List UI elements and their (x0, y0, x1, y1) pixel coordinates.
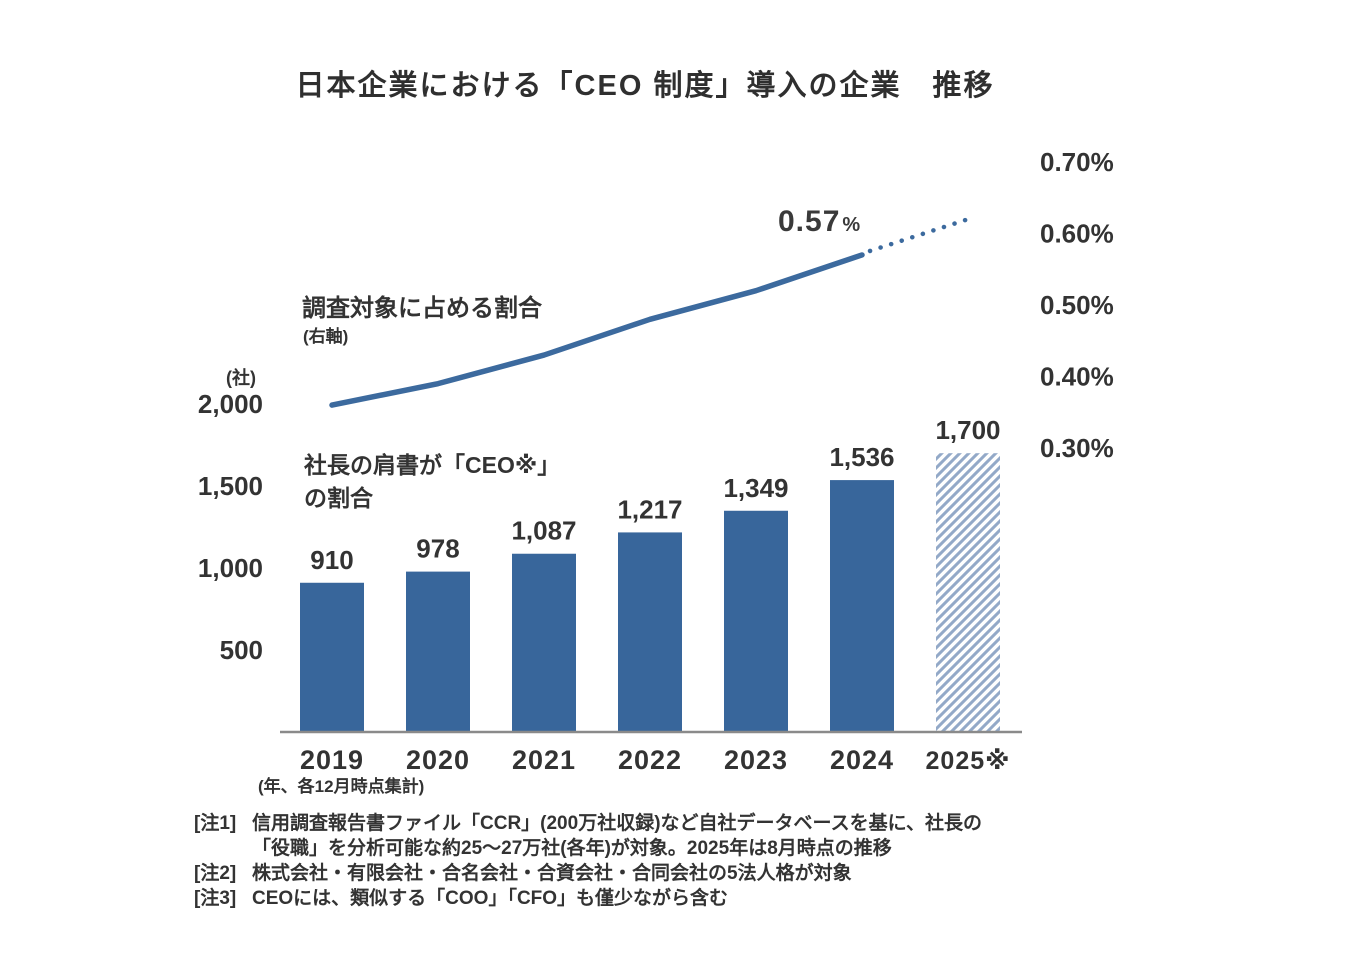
bar-value-label: 910 (310, 545, 353, 575)
bar-value-label: 1,087 (511, 516, 576, 546)
left-axis-tick-label: 500 (220, 635, 263, 665)
x-axis-footnote: (年、各12月時点集計) (258, 777, 425, 796)
bar-value-label: 1,217 (617, 494, 682, 524)
footnote-item: [注1] 信用調査報告書ファイル「CCR」(200万社収録)など自社データベースを… (194, 811, 982, 861)
right-axis-tick-label: 0.60% (1040, 219, 1114, 249)
right-axis-tick-label: 0.30% (1040, 433, 1114, 463)
footnote-text: 株式会社・有限会社・合名会社・合資会社・合同会社の5法人格が対象 (252, 861, 852, 886)
footnote-line: 「役職」を分析可能な約25〜27万社(各年)が対象。2025年は8月時点の推移 (252, 838, 892, 859)
footnote-text: CEOには、類似する「COO」「CFO」も僅少ながら含む (252, 886, 728, 911)
right-axis-tick-label: 0.70% (1040, 147, 1114, 177)
ratio-line (329, 252, 865, 408)
footnote-item: [注2] 株式会社・有限会社・合名会社・合資会社・合同会社の5法人格が対象 (194, 861, 982, 886)
bar-value-label: 1,349 (723, 473, 788, 503)
bar-value-label: 1,536 (829, 442, 894, 472)
x-axis-tick-label: 2025※ (926, 747, 1011, 775)
bar-2022 (618, 532, 682, 732)
bar-series-label-line1: 社長の肩書が「CEO※」 (304, 452, 561, 478)
chart-title: 日本企業における「CEO 制度」導入の企業 推移 (295, 70, 995, 102)
line-end-percent-sign: % (842, 214, 861, 236)
ratio-line-projection (867, 216, 971, 254)
bar-series-label: 社長の肩書が「CEO※」 の割合 (304, 449, 560, 515)
x-axis-tick-label: 2020 (406, 745, 470, 775)
bar-2023 (724, 510, 788, 732)
footnote-text: 信用調査報告書ファイル「CCR」(200万社収録)など自社データベースを基に、社… (252, 811, 982, 861)
line-end-value: 0.57 (778, 205, 841, 238)
x-axis-tick-label: 2019 (300, 745, 364, 775)
bar-2025※ (936, 453, 1000, 732)
right-axis-tick-label: 0.40% (1040, 362, 1114, 392)
footnote-line: 信用調査報告書ファイル「CCR」(200万社収録)など自社データベースを基に、社… (252, 813, 983, 834)
right-axis-tick-label: 0.50% (1040, 290, 1114, 320)
bar-value-label: 1,700 (935, 415, 1000, 445)
line-end-value-annotation: 0.57 % (778, 205, 860, 239)
x-axis-tick-label: 2021 (512, 745, 576, 775)
bar-2019 (300, 582, 364, 732)
bar-2021 (512, 553, 576, 732)
bar-2024 (830, 480, 894, 732)
footnote-item: [注3] CEOには、類似する「COO」「CFO」も僅少ながら含む (194, 886, 982, 911)
left-axis-tick-label: 1,500 (198, 471, 263, 501)
footnote-tag: [注2] (194, 863, 237, 884)
line-series-axis-note: (右軸) (303, 327, 349, 346)
x-axis-tick-label: 2023 (724, 745, 788, 775)
footnote-tag: [注3] (194, 888, 237, 909)
line-series-label: 調査対象に占める割合 (302, 295, 542, 322)
left-axis-unit-label: (社) (226, 367, 256, 388)
left-axis-tick-label: 2,000 (198, 389, 263, 419)
footnote-tag: [注1] (194, 813, 237, 834)
bar-2020 (406, 571, 470, 732)
bar-series-label-line2: の割合 (304, 485, 373, 511)
footnote-line: 株式会社・有限会社・合名会社・合資会社・合同会社の5法人格が対象 (252, 863, 852, 884)
x-axis-tick-label: 2024 (830, 745, 894, 775)
footnotes-block: [注1] 信用調査報告書ファイル「CCR」(200万社収録)など自社データベースを… (194, 811, 982, 911)
x-axis-tick-label: 2022 (618, 745, 682, 775)
left-axis-tick-label: 1,000 (198, 553, 263, 583)
bar-value-label: 978 (416, 534, 459, 564)
footnote-line: CEOには、類似する「COO」「CFO」も僅少ながら含む (252, 888, 729, 909)
